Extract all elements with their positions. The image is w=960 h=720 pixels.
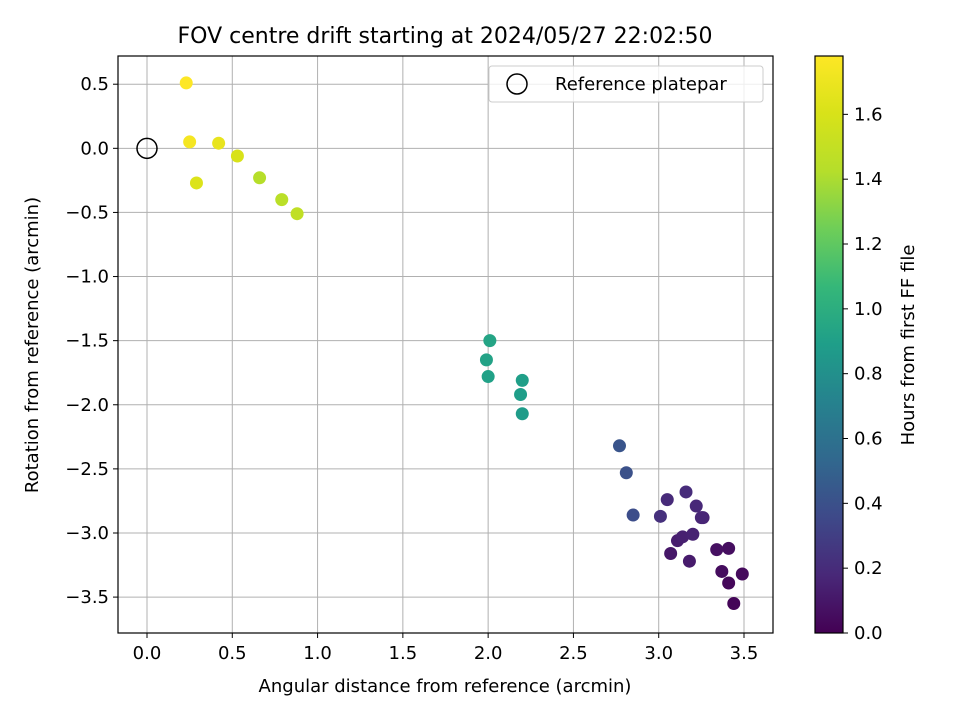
data-point: [722, 541, 736, 555]
colorbar-tick-label: 1.0: [854, 299, 883, 320]
x-tick-label: 2.5: [559, 643, 588, 664]
colorbar-label: Hours from first FF file: [898, 245, 919, 446]
legend: Reference platepar: [488, 65, 764, 103]
data-point: [660, 493, 674, 507]
data-point: [626, 508, 640, 522]
data-point: [722, 576, 736, 590]
plot-area-frame: [117, 55, 774, 634]
legend-entry-label: Reference platepar: [555, 74, 727, 95]
chart-title: FOV centre drift starting at 2024/05/27 …: [178, 24, 713, 49]
colorbar-tick-label: 0.0: [854, 623, 883, 644]
data-point: [212, 136, 226, 150]
data-point: [694, 511, 708, 525]
y-axis-label: Rotation from reference (arcmin): [22, 197, 43, 493]
data-point: [179, 76, 193, 90]
data-point: [275, 193, 289, 207]
colorbar-tick-label: 1.6: [854, 104, 883, 125]
grid-lines: [118, 56, 773, 633]
data-point: [727, 597, 741, 611]
scatter-points: [179, 76, 749, 611]
colorbar-tick-label: 0.6: [854, 429, 883, 450]
x-tick-label: 3.0: [644, 643, 673, 664]
data-point: [682, 554, 696, 568]
data-point: [481, 370, 495, 384]
data-point: [253, 171, 267, 185]
legend-box: [488, 65, 764, 103]
data-point: [515, 407, 529, 421]
data-point: [230, 149, 244, 163]
reference-platepar-marker: [136, 137, 158, 160]
data-point: [676, 530, 690, 544]
x-tick-label: 0.5: [218, 643, 247, 664]
y-tick-label: −0.5: [65, 202, 109, 223]
x-axis-label: Angular distance from reference (arcmin): [259, 676, 632, 697]
data-point: [686, 527, 700, 541]
data-point: [689, 499, 703, 513]
data-point: [735, 567, 749, 581]
y-tick-label: −3.0: [65, 523, 109, 544]
x-tick-label: 3.5: [730, 643, 759, 664]
y-axis-ticks: 0.5 0.0 −0.5 −1.0 −1.5 −2.0 −2.5 −3.0 −3.5: [65, 74, 118, 608]
x-tick-label: 0.0: [133, 643, 162, 664]
y-tick-label: −3.5: [65, 587, 109, 608]
data-point: [612, 439, 626, 453]
colorbar-tick-label: 1.4: [854, 169, 883, 190]
data-point: [189, 176, 203, 190]
x-tick-label: 1.0: [303, 643, 332, 664]
colorbar-tick-label: 0.8: [854, 364, 883, 385]
x-tick-label: 2.0: [474, 643, 503, 664]
x-tick-label: 1.5: [389, 643, 418, 664]
data-point: [664, 547, 678, 561]
colorbar-tick-label: 1.2: [854, 234, 883, 255]
y-tick-label: −1.0: [65, 267, 109, 288]
data-point: [483, 334, 497, 348]
data-point: [619, 466, 633, 480]
colorbar-gradient: [814, 55, 844, 634]
data-point: [515, 373, 529, 387]
data-point: [514, 388, 528, 402]
reference-marker-layer: [136, 137, 158, 160]
y-tick-label: −2.5: [65, 459, 109, 480]
data-point: [183, 135, 197, 149]
y-tick-label: −2.0: [65, 395, 109, 416]
y-tick-label: −1.5: [65, 331, 109, 352]
y-tick-label: 0.5: [80, 74, 109, 95]
data-point: [479, 353, 493, 367]
colorbar-tick-label: 0.4: [854, 493, 883, 514]
colorbar-tick-label: 0.2: [854, 558, 883, 579]
data-point: [710, 543, 724, 557]
x-axis-ticks: 0.0 0.5 1.0 1.5 2.0 2.5 3.0 3.5: [133, 633, 759, 664]
colorbar: 0.0 0.2 0.4 0.6 0.8 1.0 1.2 1.4 1.6 Hours from f…: [814, 55, 919, 644]
colorbar-ticks: 0.0 0.2 0.4 0.6 0.8 1.0 1.2 1.4 1.6: [843, 104, 883, 644]
data-point: [290, 207, 304, 221]
data-point: [653, 509, 667, 523]
data-point: [679, 485, 693, 499]
legend-reference-marker: [506, 73, 528, 95]
y-tick-label: 0.0: [80, 138, 109, 159]
data-point: [715, 564, 729, 578]
